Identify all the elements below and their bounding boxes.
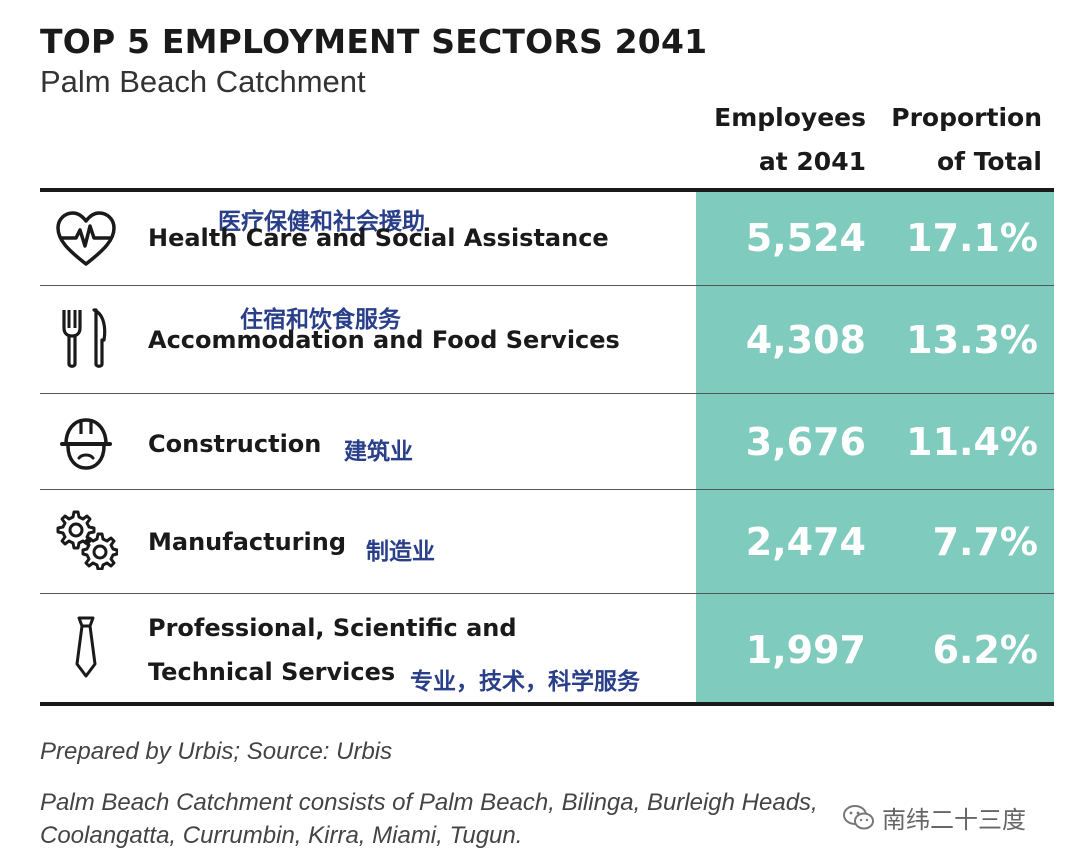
proportion-value: 6.2% [932,628,1038,672]
employees-value: 3,676 [745,420,866,464]
row-divider [40,284,1054,286]
column-header-proportion: Proportion of Total [872,96,1042,184]
row-divider [40,392,1054,394]
wechat-icon [843,804,874,829]
employees-value: 4,308 [745,318,866,362]
sector-label-line1: Professional, Scientific and [148,614,517,642]
catchment-note-line2: Coolangatta, Currumbin, Kirra, Miami, Tu… [40,822,523,849]
catchment-note: Palm Beach Catchment consists of Palm Be… [40,786,940,852]
catchment-note-line1: Palm Beach Catchment consists of Palm Be… [40,789,818,816]
sector-label: Construction [148,430,322,458]
employees-value: 2,474 [745,520,866,564]
necktie-icon [75,616,97,678]
sector-chinese-label: 住宿和饮食服务 [240,306,401,333]
table-row: Manufacturing 制造业 2,474 7.7% [40,490,1054,594]
proportion-value: 17.1% [906,216,1038,260]
column-header-employees: Employees at 2041 [690,96,866,184]
source-note: Prepared by Urbis; Source: Urbis [40,738,393,765]
watermark: 南纬二十三度 [842,800,1026,835]
heart-pulse-icon [56,211,116,266]
proportion-value: 7.7% [932,520,1038,564]
sector-label: Accommodation and Food Services [148,326,620,354]
sector-label: Health Care and Social Assistance [148,224,609,252]
employees-value: 1,997 [745,628,866,672]
value-columns-highlight [696,192,1054,702]
column-header-proportion-line1: Proportion [891,103,1042,132]
sector-chinese-label: 专业，技术，科学服务 [410,668,640,695]
table-row: Professional, Scientific and Technical S… [40,594,1054,702]
column-header-employees-line2: at 2041 [758,147,866,176]
sector-label: Manufacturing [148,528,346,556]
proportion-value: 11.4% [906,420,1038,464]
table-row: 医疗保健和社会援助 Health Care and Social Assista… [40,192,1054,286]
row-divider [40,592,1054,594]
hard-hat-icon [60,418,112,470]
employees-value: 5,524 [745,216,866,260]
sector-chinese-label: 医疗保健和社会援助 [218,208,425,235]
sector-chinese-label: 建筑业 [344,438,413,465]
column-header-employees-line1: Employees [714,103,866,132]
fork-knife-icon [62,308,107,368]
chart-subtitle: Palm Beach Catchment [40,64,366,99]
gears-icon [56,510,118,570]
sector-label-line2: Technical Services [148,658,396,686]
column-header-proportion-line2: of Total [936,147,1042,176]
watermark-text: 南纬二十三度 [882,806,1026,834]
table-row: Construction 建筑业 3,676 11.4% [40,394,1054,490]
table-bottom-rule [40,702,1054,706]
table-row: 住宿和饮食服务 Accommodation and Food Services … [40,286,1054,394]
row-divider [40,488,1054,490]
chart-title: TOP 5 EMPLOYMENT SECTORS 2041 [40,22,708,61]
proportion-value: 13.3% [906,318,1038,362]
table-top-rule [40,188,1054,192]
sector-chinese-label: 制造业 [366,538,435,565]
